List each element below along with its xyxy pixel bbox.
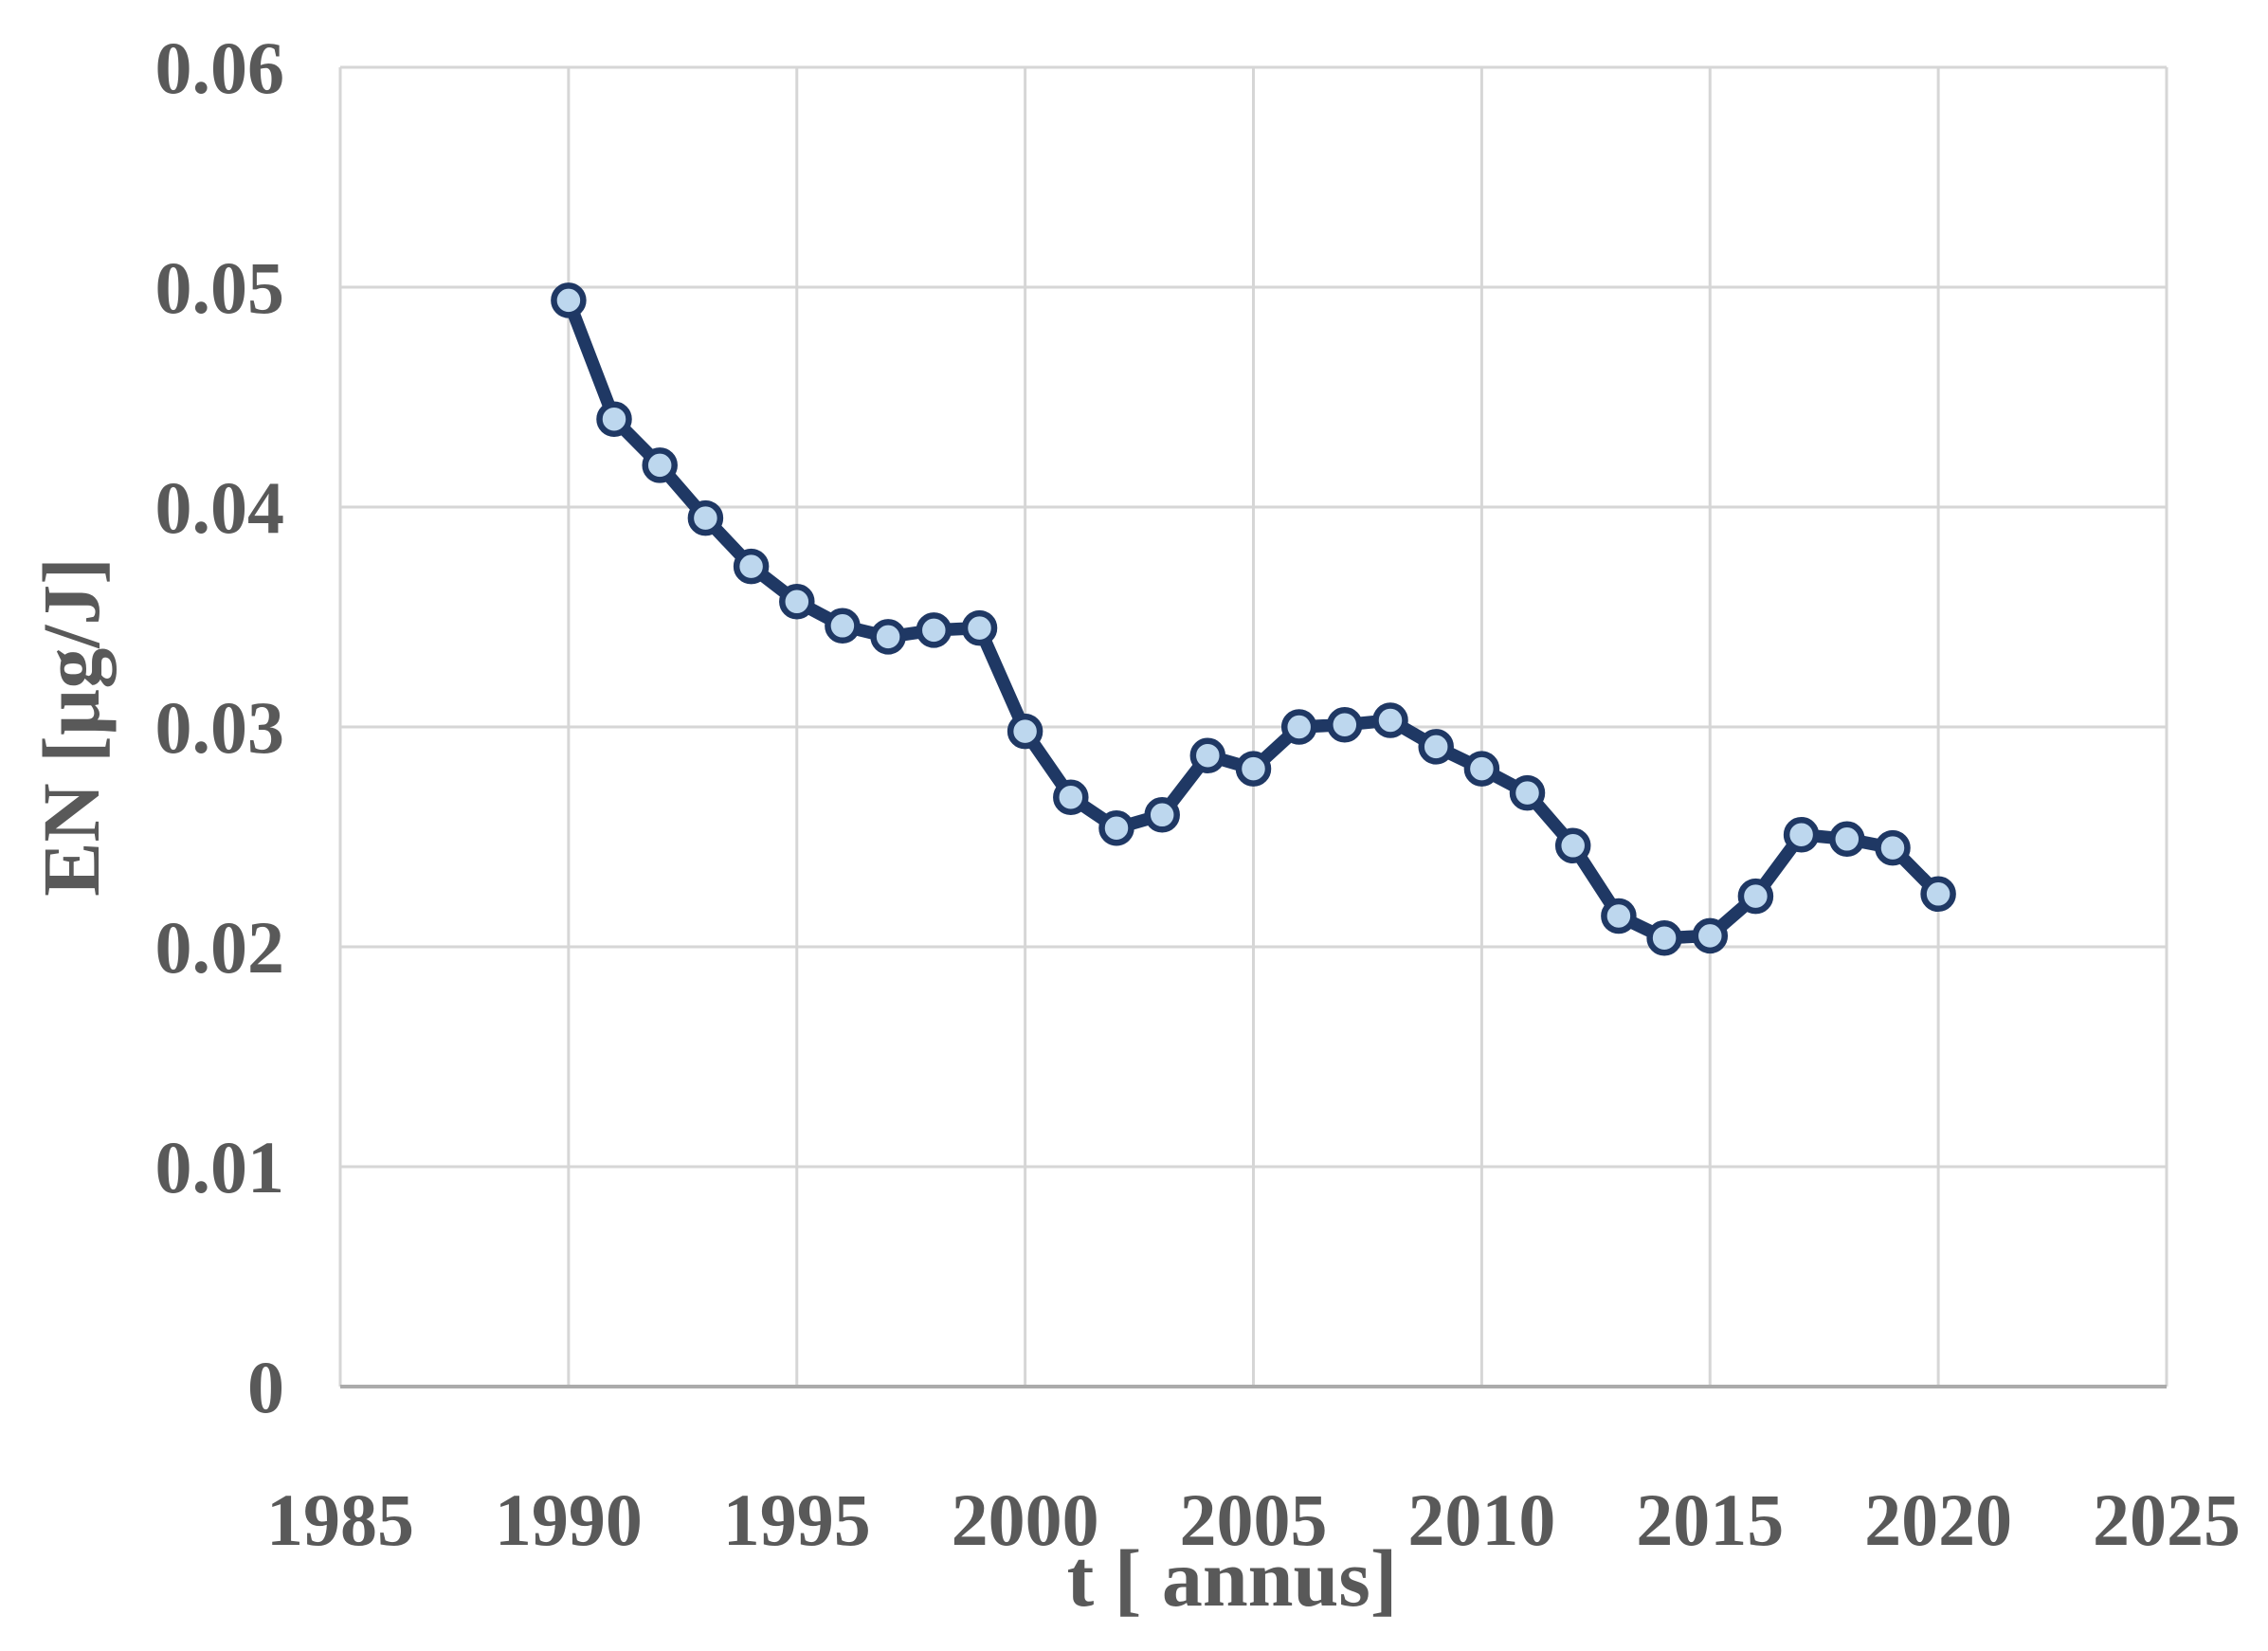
tick-labels: 1985 1990 1995 2000 2005 2010 2015 2020 2025 0 0.0… [155,27,2241,1561]
x-tick-label-1995: 1995 [723,1479,871,1561]
data-series [551,282,1956,956]
gridlines [338,65,2168,1387]
data-point-2001 [1053,779,1089,815]
data-point-2008 [1372,702,1408,738]
data-point-2018 [1829,821,1865,858]
data-point-1997 [870,619,906,655]
x-tick-label-2000: 2000 [952,1479,1099,1561]
data-point-1991 [596,401,632,437]
data-point-2005 [1235,751,1272,787]
data-point-2014 [1646,919,1682,956]
x-tick-label-2015: 2015 [1636,1479,1784,1561]
y-tick-label-0.06: 0.06 [155,27,285,109]
data-point-1992 [642,447,678,483]
x-tick-label-2005: 2005 [1180,1479,1328,1561]
data-point-1998 [916,612,953,648]
data-point-2019 [1875,829,1911,866]
x-tick-label-2010: 2010 [1407,1479,1555,1561]
data-point-1995 [779,584,815,620]
y-tick-label-0.03: 0.03 [155,686,285,769]
data-point-1996 [825,608,861,644]
data-point-2013 [1601,898,1637,934]
data-point-2010 [1463,751,1500,787]
data-point-2000 [1007,713,1043,750]
y-tick-label-0.04: 0.04 [155,466,285,549]
data-point-2016 [1737,878,1774,915]
data-point-2012 [1554,827,1591,864]
y-tick-label-0: 0 [247,1346,284,1428]
data-point-2007 [1327,706,1363,743]
data-point-1990 [551,282,587,318]
y-axis-title: EN [µg/J] [26,557,117,897]
data-point-2020 [1920,876,1956,913]
data-point-2015 [1692,917,1729,954]
x-tick-label-1985: 1985 [266,1479,414,1561]
data-point-2003 [1144,797,1180,833]
data-point-1994 [733,548,770,585]
x-tick-label-2025: 2025 [2093,1479,2241,1561]
x-axis-title: t [ annus] [1067,1533,1398,1624]
y-tick-label-0.02: 0.02 [155,906,285,989]
y-tick-label-0.01: 0.01 [155,1126,285,1208]
data-point-2017 [1783,816,1820,853]
x-tick-label-2020: 2020 [1864,1479,2012,1561]
data-point-2009 [1418,729,1454,765]
data-point-2004 [1189,737,1226,773]
data-point-2011 [1509,774,1546,811]
data-point-1993 [687,499,724,536]
y-tick-label-0.05: 0.05 [155,246,285,329]
data-point-2002 [1098,809,1134,846]
data-point-1999 [961,609,998,646]
data-point-2006 [1280,709,1317,745]
x-tick-label-1990: 1990 [495,1479,643,1561]
